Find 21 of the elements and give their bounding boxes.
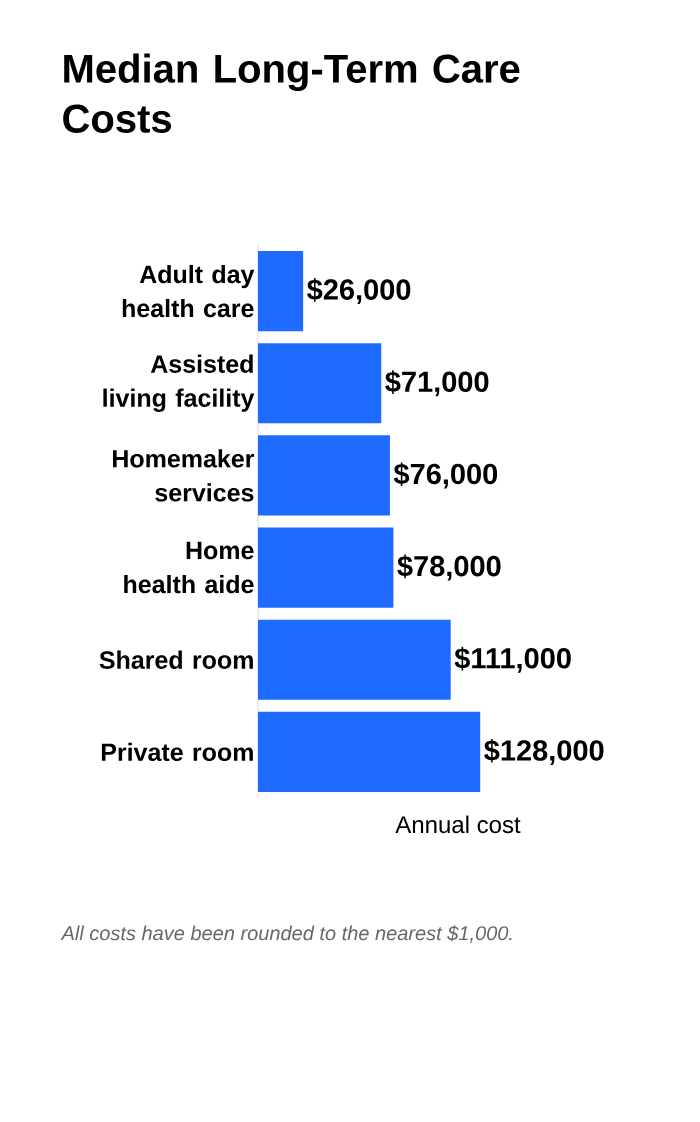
bar <box>258 527 394 608</box>
data-label: $128,000 <box>484 738 604 765</box>
x-axis-title: Annual cost <box>395 815 521 834</box>
y-tick-label: Adult day health care <box>122 264 255 318</box>
y-tick-label: Home health aide <box>124 541 254 594</box>
data-label: $71,000 <box>385 370 489 397</box>
data-label: $26,000 <box>307 278 411 305</box>
y-tick-label: Private room <box>101 742 253 762</box>
bar <box>258 619 451 700</box>
bar <box>258 435 390 516</box>
data-label: $78,000 <box>397 554 501 581</box>
bar <box>258 711 481 793</box>
data-label: $76,000 <box>393 462 498 489</box>
y-tick-label: Assisted living facility <box>103 354 255 412</box>
chart-title: Median Long-Term Care Costs <box>63 53 520 133</box>
bar <box>258 343 382 424</box>
bar <box>258 251 304 332</box>
y-tick-label: Homemaker services <box>113 449 255 502</box>
data-label: $111,000 <box>454 646 571 673</box>
text: All costs have been rounded to the nearest $1,000. <box>60 925 512 943</box>
y-tick-label: Shared room <box>99 650 253 669</box>
